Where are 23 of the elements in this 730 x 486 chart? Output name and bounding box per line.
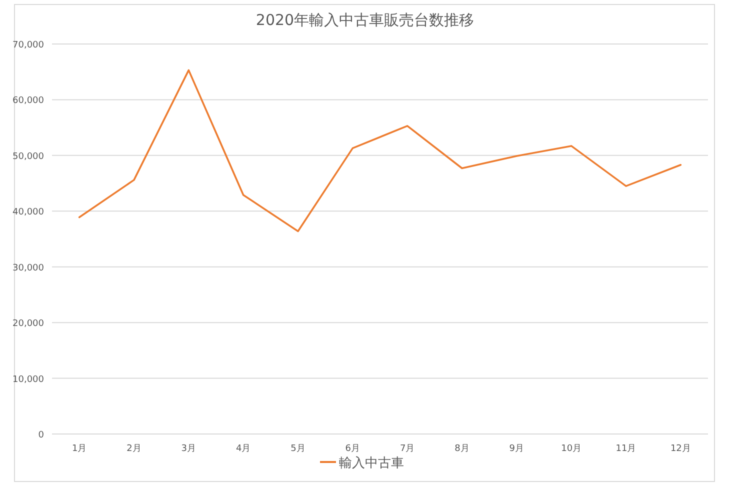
- x-tick-label: 3月: [181, 444, 196, 454]
- legend-label: 輸入中古車: [339, 456, 404, 471]
- y-tick-label: 50,000: [12, 152, 44, 162]
- x-tick-label: 8月: [454, 444, 470, 454]
- x-tick-label: 12月: [670, 444, 691, 454]
- y-tick-label: 20,000: [12, 319, 44, 330]
- x-tick-label: 2月: [126, 444, 142, 454]
- y-tick-label: 60,000: [12, 96, 44, 106]
- y-tick-label: 0: [38, 430, 44, 440]
- x-tick-label: 11月: [616, 444, 636, 454]
- line-series: [78, 69, 682, 232]
- chart-title: 2020年輸入中古車販売台数推移: [256, 11, 474, 29]
- x-tick-label: 7月: [400, 444, 415, 454]
- y-tick-label: 10,000: [12, 374, 44, 385]
- x-tick-label: 6月: [345, 444, 360, 454]
- y-tick-label: 40,000: [12, 208, 44, 218]
- y-tick-label: 70,000: [12, 40, 44, 50]
- x-tick-label: 4月: [236, 444, 251, 454]
- x-tick-label: 10月: [561, 444, 582, 454]
- y-tick-label: 30,000: [12, 263, 44, 274]
- x-tick-label: 1月: [72, 444, 87, 454]
- x-tick-label: 5月: [290, 444, 306, 454]
- x-tick-label: 9月: [509, 444, 524, 454]
